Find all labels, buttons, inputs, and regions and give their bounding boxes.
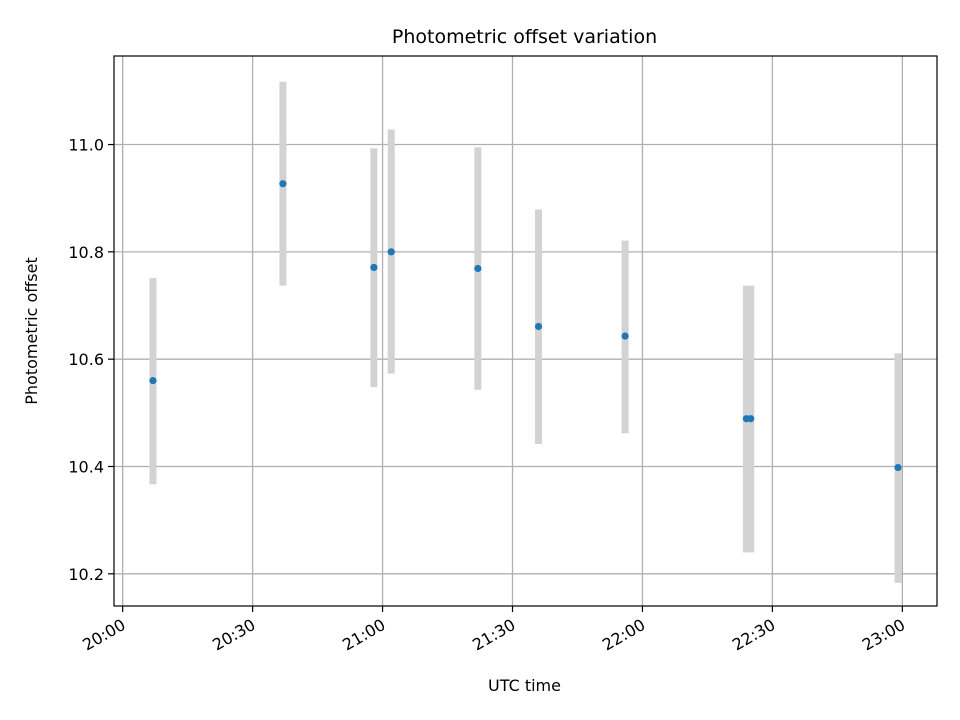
plot-area-frame bbox=[113, 55, 938, 607]
y-tick-label: 11.0 bbox=[68, 136, 104, 155]
grid bbox=[114, 56, 937, 606]
y-tick-label: 10.2 bbox=[68, 565, 104, 584]
y-axis-ticks: 10.2 10.4 10.6 10.8 11.0 bbox=[68, 136, 114, 584]
data-point bbox=[747, 415, 755, 423]
chart-title: Photometric offset variation bbox=[392, 26, 657, 48]
data-point bbox=[279, 180, 287, 188]
y-tick-label: 10.4 bbox=[68, 457, 104, 476]
data-point bbox=[474, 264, 482, 273]
y-tick-label: 10.6 bbox=[68, 350, 104, 369]
y-axis-title: Photometric offset bbox=[22, 257, 41, 405]
y-tick-label: 10.8 bbox=[68, 243, 104, 262]
data-points bbox=[149, 180, 902, 472]
x-axis-title: UTC time bbox=[488, 676, 561, 695]
data-point bbox=[387, 248, 395, 256]
data-point bbox=[621, 332, 629, 340]
data-point bbox=[894, 463, 902, 472]
data-point bbox=[534, 322, 543, 331]
data-point bbox=[149, 377, 157, 385]
data-point bbox=[370, 263, 378, 272]
